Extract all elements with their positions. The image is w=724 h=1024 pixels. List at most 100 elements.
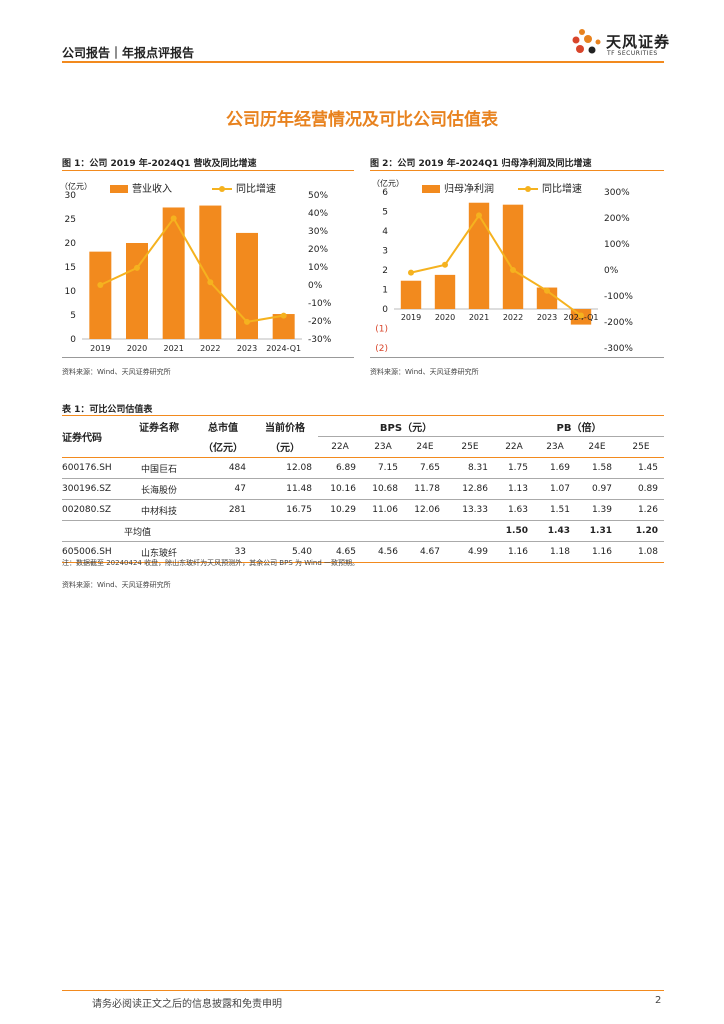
cell-bps: 8.31 xyxy=(467,463,488,473)
y-unit-label: （亿元） xyxy=(62,181,92,191)
y-right-tick-label: -30% xyxy=(308,335,332,345)
growth-point xyxy=(280,312,287,319)
cell-mktcap: 281 xyxy=(228,505,246,515)
bar xyxy=(400,280,422,309)
growth-point xyxy=(476,212,482,219)
figure2-top-rule xyxy=(370,170,664,171)
figure1-top-rule xyxy=(62,170,354,171)
cell-bps: 4.65 xyxy=(335,547,356,557)
cell-bps: 6.89 xyxy=(335,463,356,473)
cell-pb: 1.16 xyxy=(507,547,528,557)
y-right-tick-label: 100% xyxy=(604,240,630,250)
y-left-tick-label: 30 xyxy=(65,191,77,201)
header-year: 25E xyxy=(632,442,650,452)
y-right-tick-label: -200% xyxy=(604,318,633,328)
cell-bps: 4.99 xyxy=(467,547,488,557)
y-right-tick-label: -100% xyxy=(604,292,633,302)
cell-name: 中材科技 xyxy=(140,506,177,517)
cell-pb: 1.39 xyxy=(591,505,612,515)
x-tick-label: 2019 xyxy=(90,344,110,353)
cell-bps: 11.78 xyxy=(414,484,440,494)
cell-pb: 0.97 xyxy=(591,484,612,494)
y-left-tick-label: 0 xyxy=(382,305,388,315)
cell-pb: 1.08 xyxy=(637,547,658,557)
cell-bps: 7.15 xyxy=(377,463,398,473)
y-right-tick-label: -10% xyxy=(308,299,332,309)
header-year: 25E xyxy=(461,442,479,452)
y-left-tick-label: 10 xyxy=(65,287,77,297)
header-mktcap-unit: （亿元） xyxy=(203,443,243,455)
cell-mktcap: 33 xyxy=(234,547,246,557)
y-left-tick-label: 15 xyxy=(65,263,76,273)
y-right-tick-label: 300% xyxy=(604,188,630,198)
cell-bps: 10.16 xyxy=(330,484,356,494)
y-left-tick-label: 25 xyxy=(65,215,76,225)
y-left-tick-label: 5 xyxy=(70,311,76,321)
cell-mktcap: 47 xyxy=(234,484,246,494)
x-tick-label: 2021 xyxy=(163,344,183,353)
bar xyxy=(468,202,490,309)
header-bps: BPS（元） xyxy=(318,415,494,437)
figure2-caption: 图 2：公司 2019 年-2024Q1 归母净利润及同比增速 xyxy=(370,159,592,169)
cell-pb: 1.51 xyxy=(549,505,570,515)
y-right-tick-label: -300% xyxy=(604,344,633,354)
header-year: 23A xyxy=(546,442,564,452)
x-tick-label: 2020 xyxy=(435,313,455,322)
legend-line-marker xyxy=(525,186,531,192)
cell-bps: 4.56 xyxy=(377,547,398,557)
x-tick-label: 2022 xyxy=(503,313,523,322)
report-type-header: 公司报告｜年报点评报告 xyxy=(62,46,195,60)
legend-bar-swatch xyxy=(422,185,440,193)
growth-point xyxy=(207,279,214,286)
header-year: 24E xyxy=(416,442,434,452)
cell-mktcap: 484 xyxy=(228,463,246,473)
growth-point xyxy=(442,261,448,268)
y-unit-label: （亿元） xyxy=(372,178,404,188)
table-caption: 表 1：可比公司估值表 xyxy=(62,405,153,415)
growth-point xyxy=(544,287,550,294)
header-year: 23A xyxy=(374,442,392,452)
cell-pb: 1.58 xyxy=(591,463,612,473)
bar xyxy=(536,287,558,309)
section-title: 公司历年经营情况及可比公司估值表 xyxy=(226,110,498,130)
y-left-tick-label: 20 xyxy=(65,239,77,249)
header-pb: PB（倍） xyxy=(494,415,664,437)
cell-avg-pb: 1.50 xyxy=(505,526,528,536)
revenue-chart: 0 5 10 15 20 25 30 -30% -20% -10% 0% 10% 20% 30% 40% 50… xyxy=(62,181,332,353)
bar xyxy=(89,251,112,339)
growth-point xyxy=(97,282,104,288)
table-note: 注：数据截至 20240424 收盘，除山东玻纤为天风预测外，其余公司 BPS … xyxy=(62,559,360,567)
y-left-tick-label: 3 xyxy=(382,247,388,257)
cell-avg-pb: 1.43 xyxy=(547,526,570,536)
figure1-source: 资料来源：Wind、天风证券研究所 xyxy=(62,368,171,376)
cell-bps: 12.06 xyxy=(414,505,440,515)
header-price: 当前价格 xyxy=(265,422,305,434)
cell-pb: 1.45 xyxy=(637,463,658,473)
y-left-tick-label: 0 xyxy=(70,335,76,345)
y-right-tick-label: 0% xyxy=(308,281,323,291)
y-left-tick-label: 5 xyxy=(382,208,388,218)
cell-bps: 7.65 xyxy=(419,463,440,473)
y-right-tick-label: -20% xyxy=(308,317,332,327)
table-row-target: 605006.SH 山东玻纤 33 5.40 4.65 4.56 4.67 4.… xyxy=(62,542,664,563)
legend-bar-swatch xyxy=(110,185,128,193)
growth-point xyxy=(510,267,516,273)
cell-pb: 1.13 xyxy=(507,484,528,494)
cell-name: 长海股份 xyxy=(140,485,177,496)
growth-point xyxy=(134,264,140,271)
cell-pb: 1.26 xyxy=(637,505,658,515)
cell-pb: 1.18 xyxy=(549,547,570,557)
y-right-tick-label: 40% xyxy=(308,209,328,219)
bar xyxy=(272,314,295,339)
growth-point xyxy=(244,318,250,325)
table-source: 资料来源：Wind、天风证券研究所 xyxy=(62,581,171,589)
growth-point xyxy=(578,312,584,319)
y-left-tick-label: 6 xyxy=(382,188,388,198)
cell-pb: 0.89 xyxy=(637,484,658,494)
x-tick-label: 2022 xyxy=(200,344,220,353)
cell-bps: 10.68 xyxy=(372,484,398,494)
bar xyxy=(434,274,456,309)
y-left-tick-label: 4 xyxy=(382,227,388,237)
table-row: 300196.SZ 长海股份 47 11.48 10.16 10.68 11.7… xyxy=(62,479,664,500)
cell-avg-label: 平均值 xyxy=(124,527,152,538)
